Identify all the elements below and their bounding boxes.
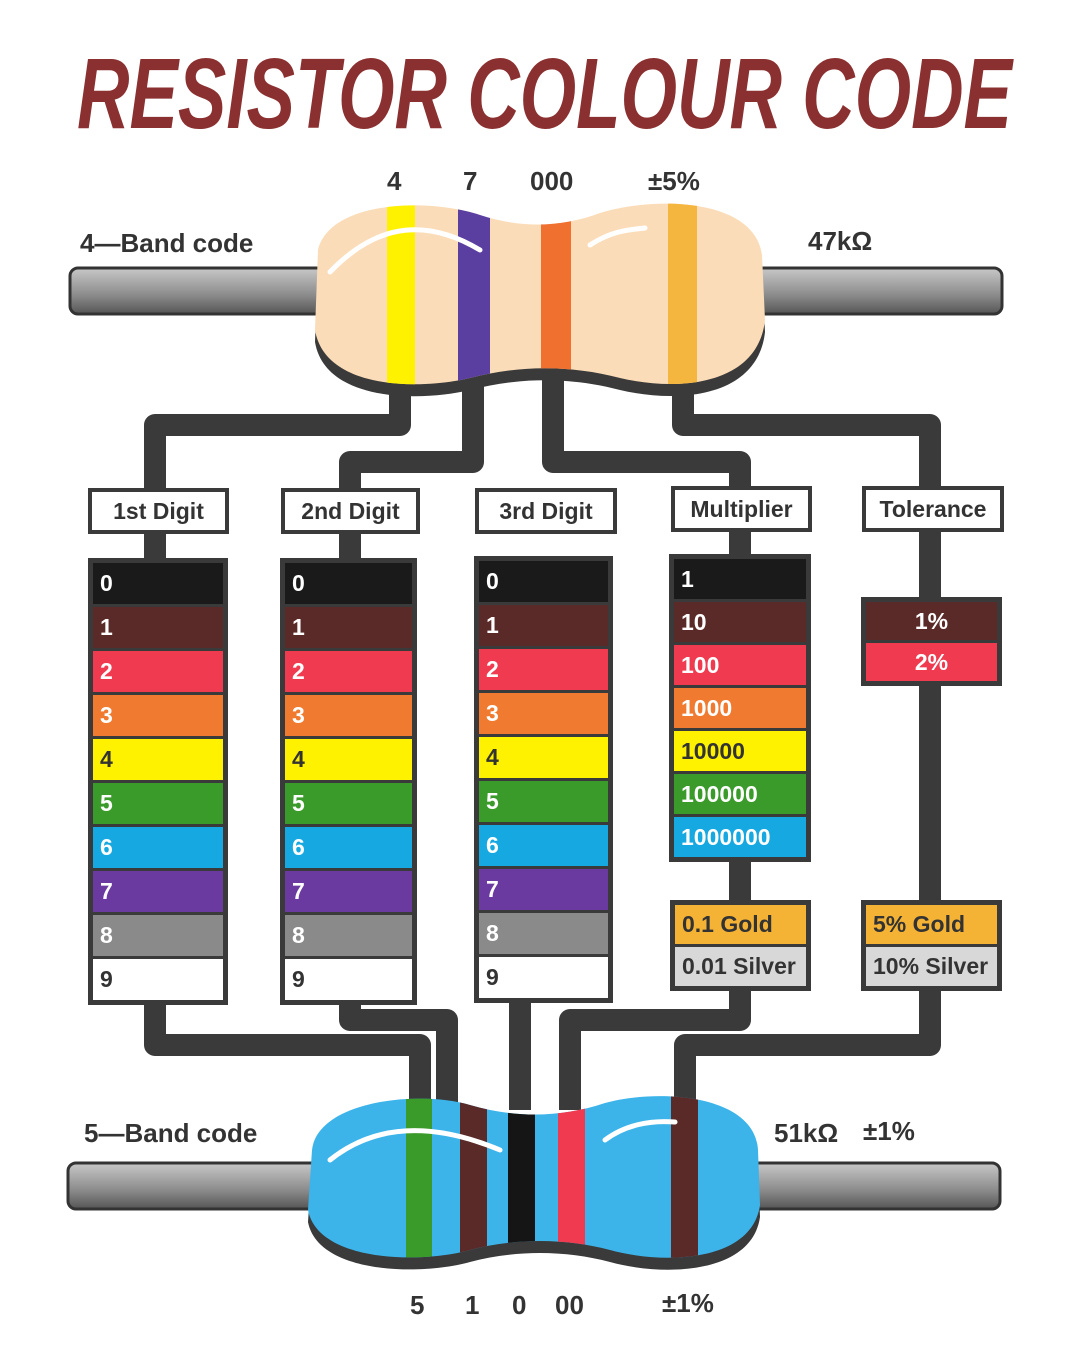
multiplier-table: 1 10 100 1000 10000 100000 1000000	[669, 554, 811, 862]
color-row: 6	[479, 825, 608, 866]
color-row: 8	[93, 915, 223, 956]
page-title: RESISTOR COLOUR CODE	[77, 38, 1014, 150]
color-row: 1000	[674, 688, 806, 728]
four-band-band-1	[387, 203, 415, 385]
color-row: 1	[93, 607, 223, 648]
color-row: 0	[285, 563, 412, 604]
color-row: 0	[93, 563, 223, 604]
color-row: 6	[93, 827, 223, 868]
color-row: 9	[285, 959, 412, 1000]
five-band-band-1	[406, 1096, 432, 1258]
color-row: 3	[285, 695, 412, 736]
header-1st-digit: 1st Digit	[88, 488, 229, 534]
header-3rd-digit: 3rd Digit	[475, 488, 617, 534]
five-band-band-label-3: 0	[512, 1290, 527, 1320]
four-band-band-label-1: 4	[387, 166, 402, 196]
color-row: 5	[479, 781, 608, 822]
top-resistor	[68, 203, 1004, 397]
five-band-band-label-5: ±1%	[662, 1288, 714, 1318]
color-row: 3	[93, 695, 223, 736]
five-band-band-3	[508, 1096, 535, 1258]
color-row: 5% Gold	[866, 905, 997, 944]
color-row: 1000000	[674, 817, 806, 857]
four-band-band-2	[458, 203, 490, 385]
bottom-resistor	[66, 1096, 1002, 1270]
color-row: 8	[285, 915, 412, 956]
four-band-band-4	[668, 203, 697, 385]
color-row: 6	[285, 827, 412, 868]
color-row: 2	[285, 651, 412, 692]
four-band-band-label-2: 7	[463, 166, 478, 196]
color-row: 2	[479, 649, 608, 690]
color-row: 10	[674, 602, 806, 642]
five-band-tolerance: ±1%	[863, 1116, 915, 1146]
five-band-band-2	[460, 1096, 487, 1258]
five-band-band-label-2: 1	[465, 1290, 480, 1320]
color-row: 5	[285, 783, 412, 824]
bottom-lead-right	[736, 1161, 1002, 1211]
header-tolerance: Tolerance	[862, 486, 1004, 532]
five-band-label: 5—Band code	[84, 1118, 258, 1148]
tolerance-table: 1% 2%	[861, 597, 1002, 686]
header-2nd-digit: 2nd Digit	[281, 488, 420, 534]
color-row: 1%	[866, 602, 997, 640]
color-row: 0.1 Gold	[675, 905, 806, 944]
four-band-band-label-4: ±5%	[648, 166, 700, 196]
color-row: 10000	[674, 731, 806, 771]
color-row: 1	[285, 607, 412, 648]
multiplier-gold-silver-table: 0.1 Gold 0.01 Silver	[670, 900, 811, 991]
color-row: 7	[479, 869, 608, 910]
color-row: 3	[479, 693, 608, 734]
color-row: 5	[93, 783, 223, 824]
top-lead-left	[68, 266, 332, 316]
color-row: 9	[93, 959, 223, 1000]
five-band-band-label-1: 5	[410, 1290, 425, 1320]
color-row: 2	[93, 651, 223, 692]
four-band-band-3	[541, 203, 571, 385]
four-band-value: 47kΩ	[808, 226, 873, 256]
five-band-band-label-4: 00	[555, 1290, 584, 1320]
five-band-band-5	[671, 1096, 698, 1258]
color-row: 0	[479, 561, 608, 602]
color-row: 1	[674, 559, 806, 599]
top-lead-right	[738, 266, 1004, 316]
color-row: 2%	[866, 643, 997, 681]
color-row: 1	[479, 605, 608, 646]
color-row: 4	[479, 737, 608, 778]
four-band-label: 4—Band code	[80, 228, 254, 258]
header-multiplier: Multiplier	[671, 486, 812, 532]
color-row: 7	[285, 871, 412, 912]
color-row: 9	[479, 957, 608, 998]
color-row: 8	[479, 913, 608, 954]
five-band-band-4	[558, 1096, 585, 1258]
color-row: 100	[674, 645, 806, 685]
color-row: 0.01 Silver	[675, 947, 806, 986]
bottom-lead-left	[66, 1161, 330, 1211]
color-row: 4	[93, 739, 223, 780]
color-row: 100000	[674, 774, 806, 814]
color-row: 4	[285, 739, 412, 780]
color-row: 7	[93, 871, 223, 912]
color-row: 10% Silver	[866, 947, 997, 986]
tolerance-gold-silver-table: 5% Gold 10% Silver	[861, 900, 1002, 991]
five-band-value: 51kΩ	[774, 1118, 839, 1148]
four-band-band-label-3: 000	[530, 166, 574, 196]
